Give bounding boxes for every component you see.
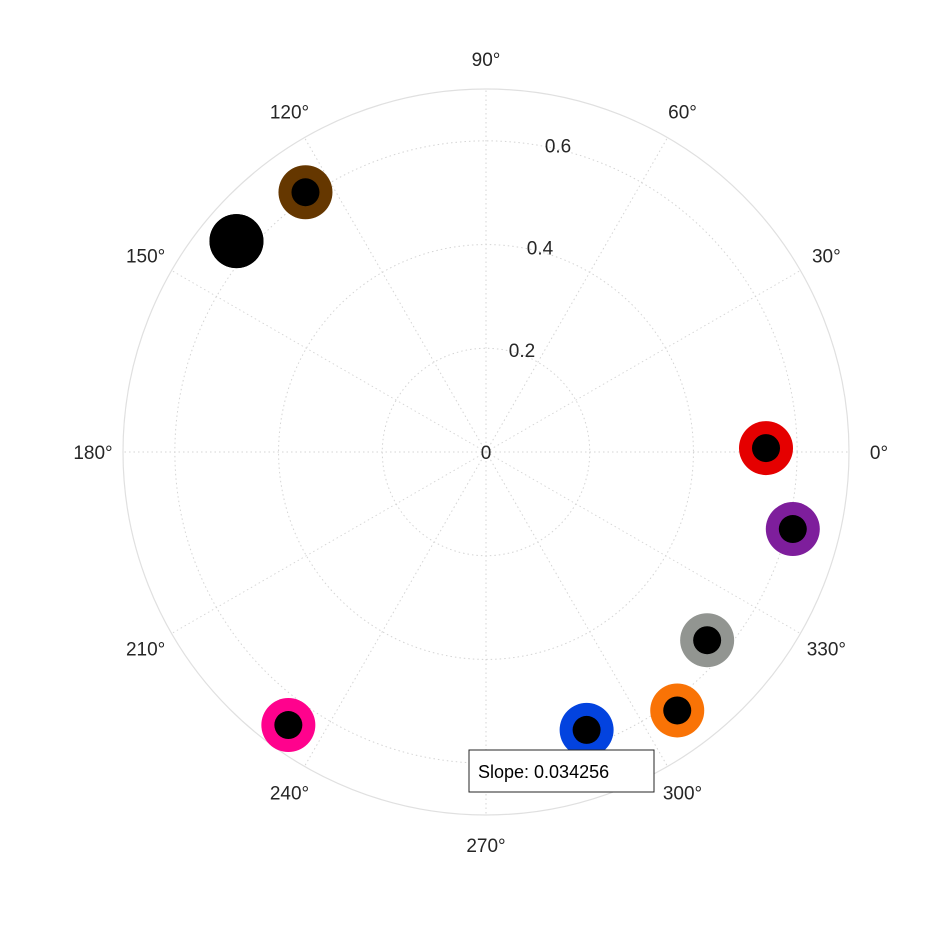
slope-annotation: Slope: 0.034256 (468, 749, 655, 793)
data-point-inner (778, 515, 807, 544)
angular-tick-label: 30° (812, 247, 841, 268)
angular-tick-label: 210° (126, 640, 165, 661)
angular-tick-label: 330° (807, 640, 846, 661)
radial-tick-label: 0 (481, 443, 492, 464)
angular-tick-label: 0° (870, 443, 888, 464)
spoke-150 (171, 270, 487, 453)
radial-circle (174, 140, 798, 764)
spoke-330 (485, 451, 801, 634)
radial-tick-label: 0.4 (527, 239, 554, 260)
polar-grid (122, 88, 850, 816)
spoke-210 (171, 451, 487, 634)
data-point-inner (572, 715, 601, 744)
radial-tick-label: 0.2 (509, 341, 535, 362)
data-points (209, 165, 820, 757)
radial-tick-label: 0.6 (545, 137, 571, 158)
angular-tick-label: 240° (270, 783, 309, 804)
angular-tick-label: 60° (668, 103, 697, 124)
data-point-inner (693, 626, 722, 655)
angular-tick-label: 180° (73, 443, 112, 464)
radial-circle (278, 244, 694, 660)
angular-tick-label: 300° (663, 783, 702, 804)
data-point-inner (274, 711, 303, 740)
annotation-box (468, 749, 655, 793)
tick-labels: 0 0.2 0.4 0.6 0° 30° 60° 90° 120° 150° 180° 210° 240… (73, 50, 888, 857)
angular-tick-label: 150° (126, 247, 165, 268)
data-point-inner (291, 178, 320, 207)
spoke-240 (304, 451, 487, 767)
spoke-120 (304, 137, 487, 453)
data-point-inner (663, 696, 692, 725)
angular-tick-label: 270° (466, 836, 505, 857)
angular-tick-label: 120° (270, 103, 309, 124)
outer-boundary (122, 88, 850, 816)
data-point-inner (209, 214, 264, 269)
annotation-text: Slope: 0.034256 (478, 762, 609, 782)
spoke-60 (485, 137, 668, 453)
spoke-300 (485, 451, 668, 767)
data-point-inner (752, 434, 781, 463)
angular-tick-label: 90° (472, 50, 501, 71)
radial-circle (381, 347, 591, 557)
spoke-30 (485, 270, 801, 453)
